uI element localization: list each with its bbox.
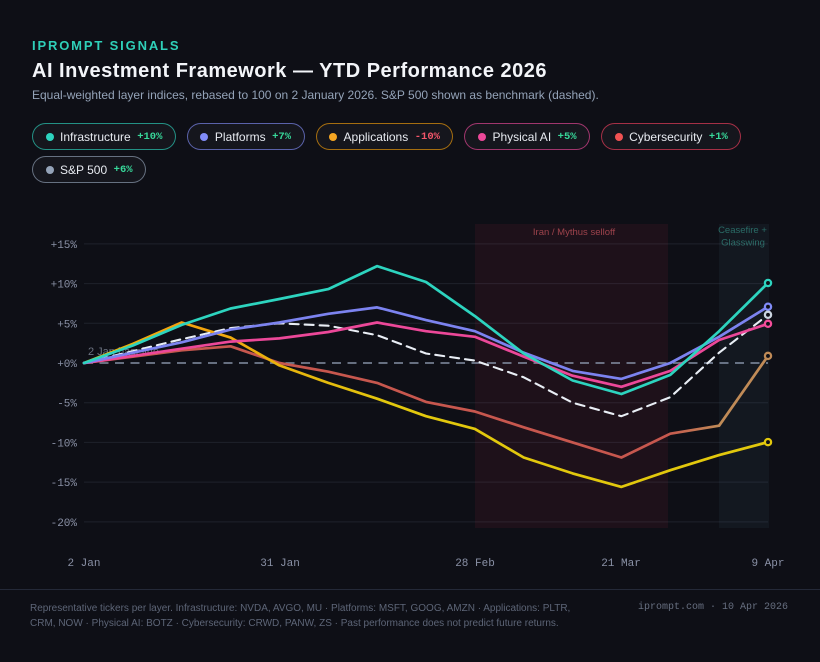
svg-text:-15%: -15% xyxy=(51,478,78,490)
svg-text:31 Jan: 31 Jan xyxy=(260,558,300,570)
svg-text:Iran / Mythus selloff: Iran / Mythus selloff xyxy=(533,227,616,238)
svg-text:-5%: -5% xyxy=(57,399,77,411)
svg-text:21 Mar: 21 Mar xyxy=(601,558,641,570)
svg-text:28 Feb: 28 Feb xyxy=(455,558,495,570)
svg-text:9 Apr: 9 Apr xyxy=(751,558,784,570)
svg-text:-10%: -10% xyxy=(51,438,78,450)
svg-text:+15%: +15% xyxy=(51,240,78,252)
svg-text:-20%: -20% xyxy=(51,518,78,530)
svg-text:Glasswing: Glasswing xyxy=(721,238,765,249)
svg-text:+0%: +0% xyxy=(57,359,77,371)
svg-text:Ceasefire +: Ceasefire + xyxy=(718,225,767,236)
svg-text:+5%: +5% xyxy=(57,319,77,331)
svg-text:2 Jan: 2 Jan xyxy=(67,558,100,570)
svg-text:+10%: +10% xyxy=(51,280,78,292)
